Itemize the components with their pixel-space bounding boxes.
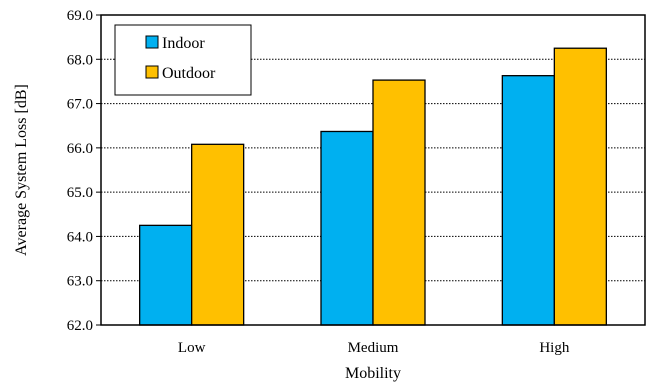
x-axis: Low Medium High [178,340,570,356]
legend-swatch-outdoor [145,65,159,79]
bars [139,47,607,326]
y-tick-label: 69.0 [67,8,93,24]
y-tick-label: 63.0 [67,274,93,290]
x-tick-label: Low [178,340,206,356]
legend-swatch-indoor [145,35,159,49]
y-axis-title: Average System Loss [dB] [13,84,30,256]
legend-box [114,24,252,96]
x-axis-title: Mobility [345,365,401,382]
y-tick-label: 68.0 [67,52,93,68]
bar-outdoor-medium [372,79,426,326]
bar-indoor-medium [320,130,374,326]
y-tick-label: 65.0 [67,185,93,201]
bar-outdoor-high [553,47,607,326]
y-tick-label: 62.0 [67,318,93,334]
bar-indoor-low [139,224,193,326]
y-tick-label: 64.0 [67,229,93,245]
y-tick-label: 67.0 [67,97,93,113]
bar-indoor-high [501,75,555,326]
x-tick-label: Medium [348,340,399,356]
x-tick-label: High [539,340,570,356]
legend: Indoor Outdoor [114,24,252,96]
legend-label-outdoor: Outdoor [162,65,216,82]
bar-outdoor-low [191,143,245,326]
plot-frame [100,14,646,326]
y-axis: 62.0 63.0 64.0 65.0 66.0 67.0 68.0 69.0 [67,8,101,334]
legend-label-indoor: Indoor [162,35,205,52]
y-tick-label: 66.0 [67,141,93,157]
